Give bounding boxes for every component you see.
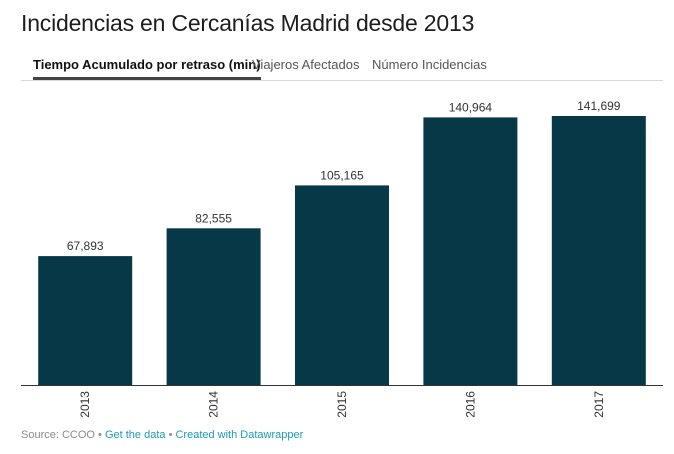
separator: • [168,429,173,441]
source-text: Source: CCOO [21,429,95,441]
separator: • [98,429,102,441]
tab-numero-incidencias[interactable]: Número Incidencias [372,57,487,72]
x-tick-label-2017: 2017 [592,391,606,418]
footer: Source: CCOO • Get the data • Created wi… [21,429,303,441]
created-with-link[interactable]: Created with Datawrapper [175,429,304,441]
bar-2015 [295,185,389,385]
bar-2013 [38,256,133,385]
value-label-2015: 105,165 [320,168,364,182]
x-tick-label-2015: 2015 [335,391,349,418]
bar-2017 [551,116,646,385]
x-tick-label-2014: 2014 [207,391,221,418]
bar-2016 [423,117,518,386]
x-tick-label-2013: 2013 [78,391,92,418]
chart-title: Incidencias en Cercanías Madrid desde 20… [21,10,475,36]
tab-viajeros-afectados[interactable]: Viajeros Afectados [252,57,360,72]
value-label-2013: 67,893 [67,239,104,253]
value-label-2017: 141,699 [577,99,621,113]
tab-bar: Tiempo Acumulado por retraso (min) Viaje… [21,54,663,81]
value-label-2016: 140,964 [449,100,493,114]
tab-tiempo-acumulado[interactable]: Tiempo Acumulado por retraso (min) [33,54,261,80]
x-tick-label-2016: 2016 [463,391,477,418]
value-label-2014: 82,555 [195,211,232,225]
get-data-link[interactable]: Get the data [104,429,166,441]
bar-2014 [166,228,261,385]
